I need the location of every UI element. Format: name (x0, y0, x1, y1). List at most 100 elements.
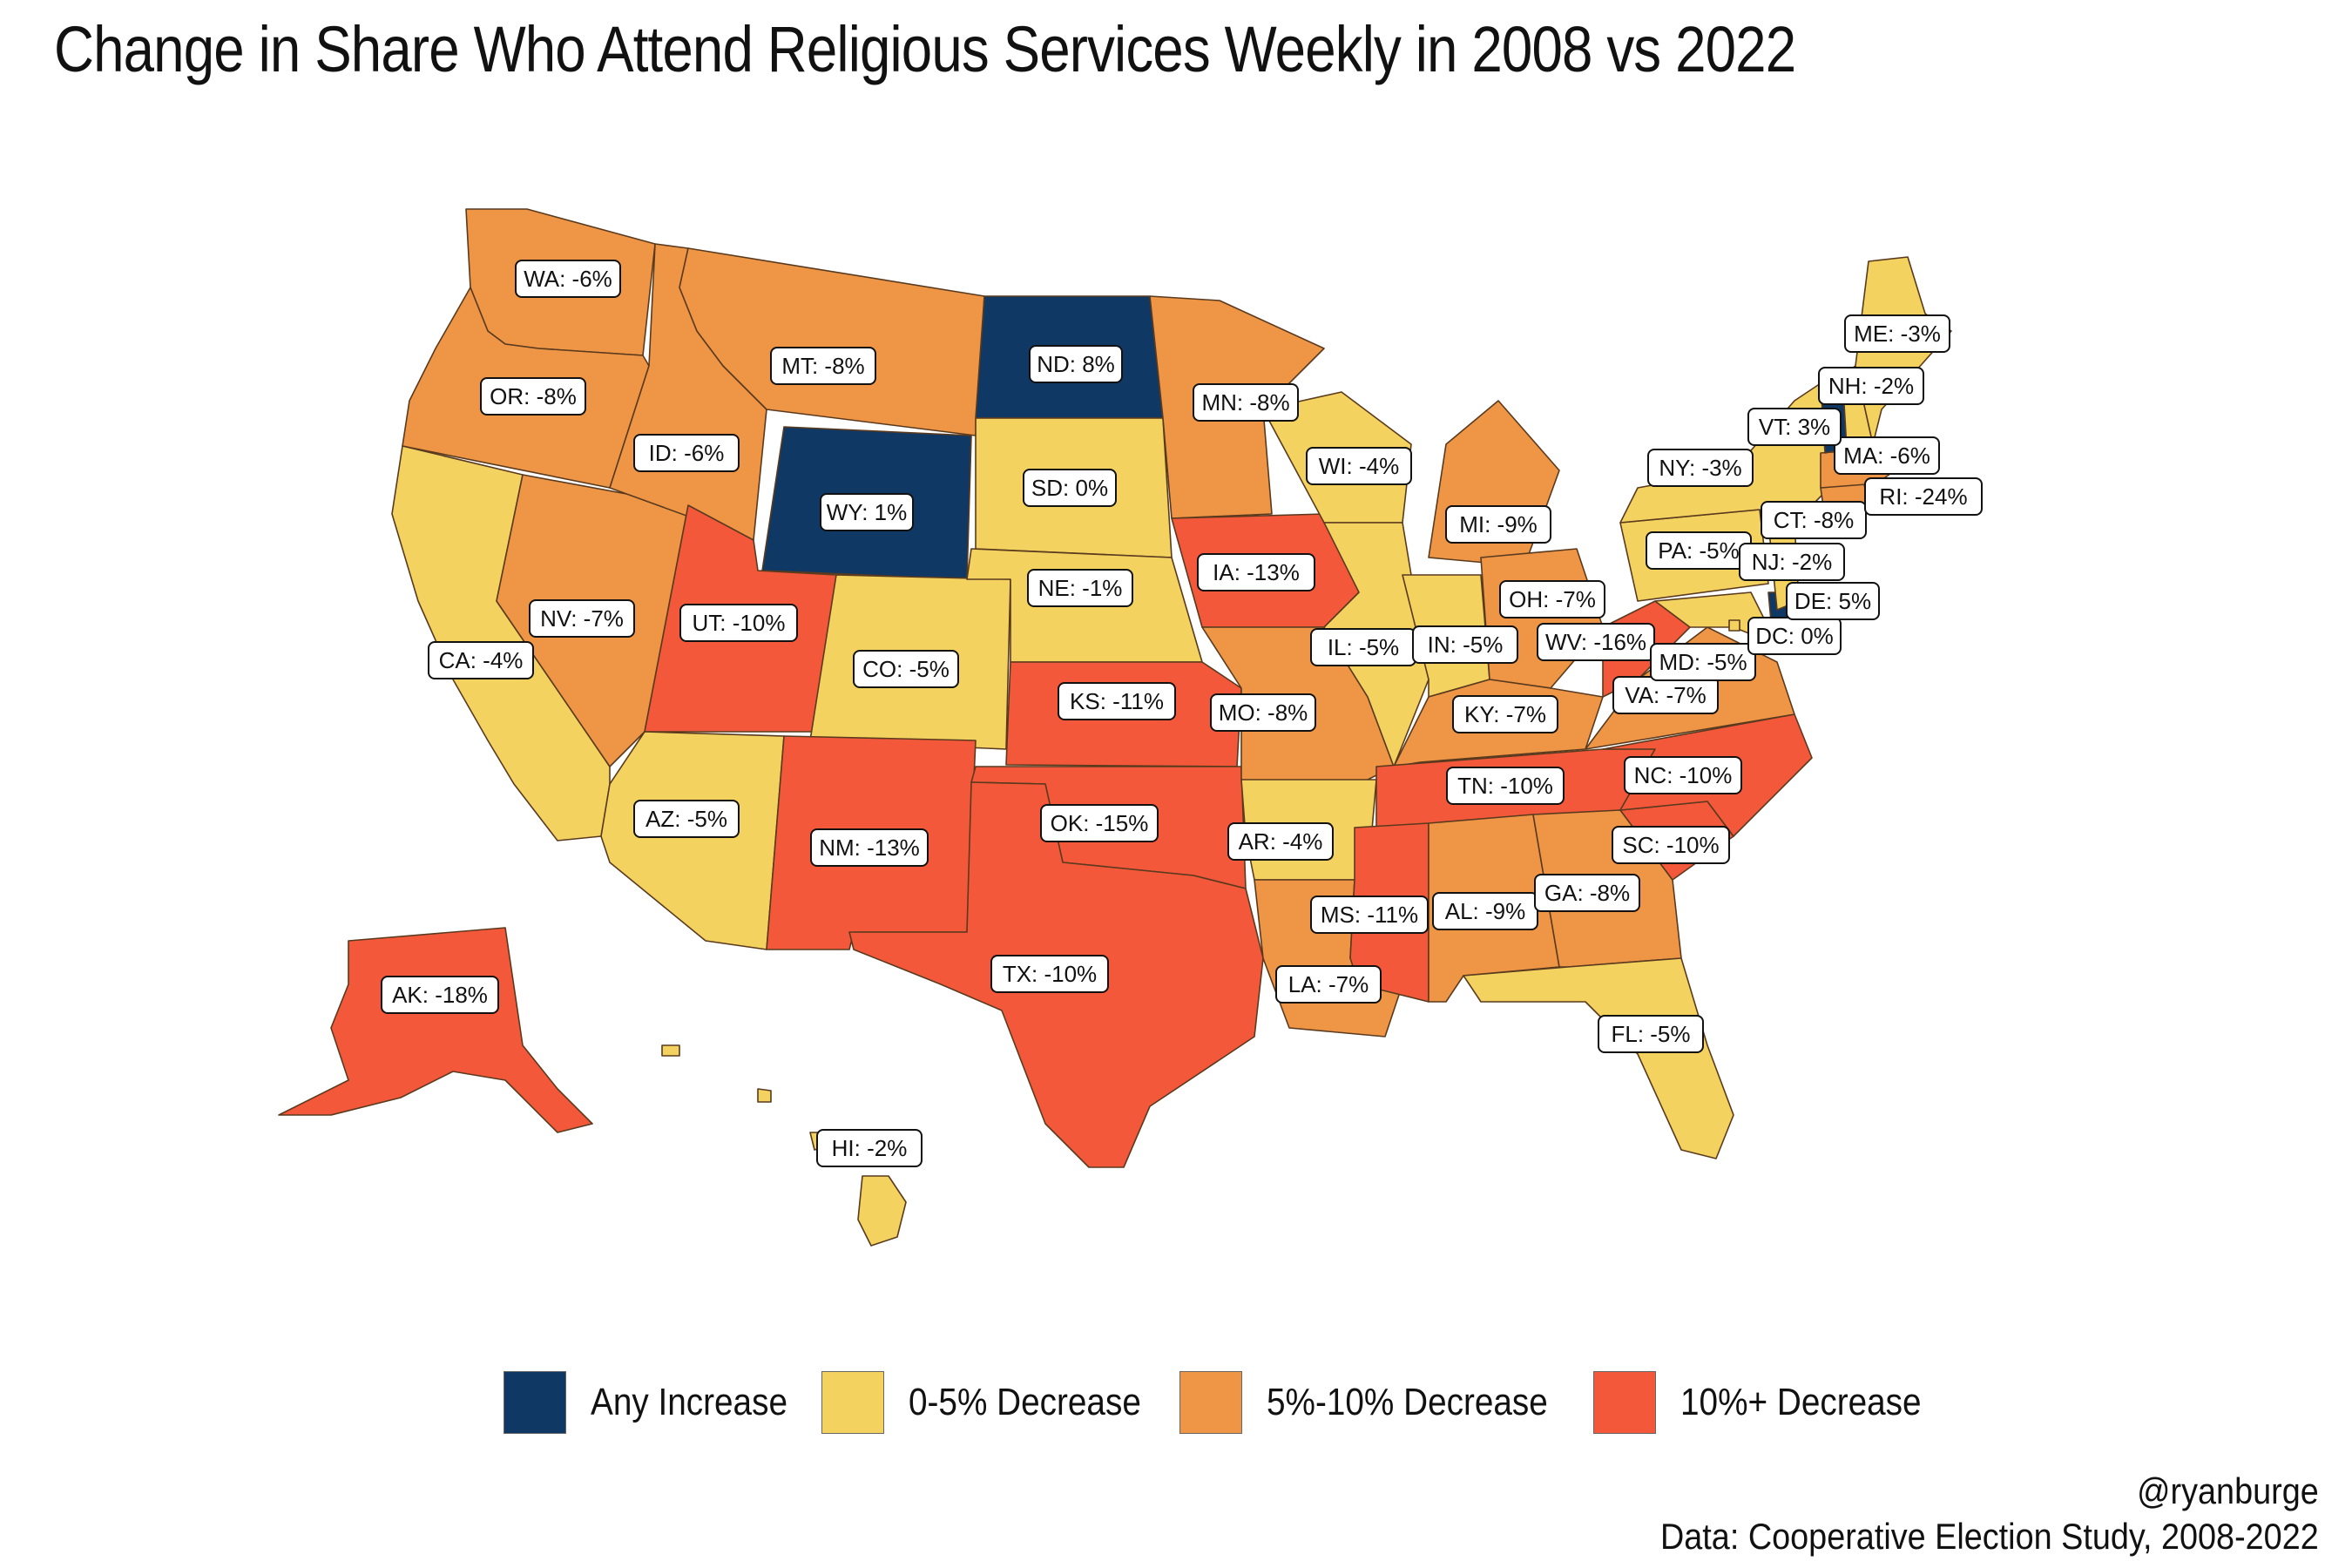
state-label-ny: NY: -3% (1647, 449, 1754, 487)
state-label-text-mi: MI: -9% (1459, 511, 1538, 537)
state-label-box-sc (1612, 826, 1730, 864)
state-label-box-ky (1452, 695, 1558, 733)
state-label-box-wy (820, 493, 914, 531)
state-label-box-ma (1834, 436, 1940, 475)
legend-label-increase: Any Increase (591, 1381, 787, 1423)
state-label-box-oh (1499, 580, 1605, 618)
state-label-tx: TX: -10% (990, 955, 1109, 993)
state-label-text-co: CO: -5% (862, 656, 950, 682)
state-label-wv: WV: -16% (1537, 623, 1655, 661)
state-label-text-mn: MN: -8% (1201, 389, 1289, 416)
state-label-box-nj (1739, 543, 1845, 581)
state-label-box-nv (529, 599, 635, 638)
state-label-text-az: AZ: -5% (645, 806, 727, 832)
state-label-text-nv: NV: -7% (540, 605, 624, 632)
state-label-ms: MS: -11% (1310, 896, 1429, 934)
state-label-box-nc (1624, 756, 1742, 794)
state-label-fl: FL: -5% (1598, 1015, 1704, 1053)
state-label-text-sd: SD: 0% (1031, 475, 1108, 501)
state-label-box-ar (1227, 822, 1334, 861)
state-label-ma: MA: -6% (1834, 436, 1940, 475)
state-label-id: ID: -6% (633, 434, 740, 472)
state-label-mi: MI: -9% (1445, 505, 1551, 544)
state-label-box-ut (679, 604, 798, 642)
state-label-text-nc: NC: -10% (1634, 762, 1733, 788)
state-label-ky: KY: -7% (1452, 695, 1558, 733)
state-label-vt: VT: 3% (1747, 408, 1842, 446)
state-az (600, 731, 785, 950)
state-label-nd: ND: 8% (1029, 345, 1123, 383)
state-label-text-ut: UT: -10% (693, 610, 786, 636)
state-label-ct: CT: -8% (1761, 501, 1867, 539)
legend-item-increase: Any Increase (504, 1371, 799, 1434)
state-label-nh: NH: -2% (1818, 367, 1924, 405)
state-label-box-al (1432, 892, 1538, 930)
legend-item-0-5: 0-5% Decrease (821, 1371, 1157, 1434)
state-label-ks: KS: -11% (1058, 682, 1176, 720)
state-label-box-mn (1193, 383, 1299, 422)
state-label-text-ky: KY: -7% (1464, 701, 1546, 727)
state-label-me: ME: -3% (1844, 314, 1950, 353)
state-label-text-nd: ND: 8% (1037, 351, 1115, 377)
state-label-text-nh: NH: -2% (1828, 373, 1914, 399)
state-label-ar: AR: -4% (1227, 822, 1334, 861)
state-label-in: IN: -5% (1412, 625, 1518, 664)
state-label-ut: UT: -10% (679, 604, 798, 642)
state-label-wy: WY: 1% (820, 493, 914, 531)
state-label-ak: AK: -18% (381, 976, 499, 1014)
state-fl (1463, 957, 1734, 1159)
state-label-box-ct (1761, 501, 1867, 539)
state-label-va: VA: -7% (1612, 676, 1719, 714)
legend-item-10-plus: 10%+ Decrease (1592, 1371, 1938, 1434)
state-label-box-id (633, 434, 740, 472)
state-label-nm: NM: -13% (810, 828, 929, 867)
chart-title: Change in Share Who Attend Religious Ser… (54, 13, 1796, 85)
legend-label-5-10: 5%-10% Decrease (1267, 1381, 1548, 1423)
state-label-box-ne (1027, 569, 1133, 607)
state-label-la: LA: -7% (1275, 965, 1382, 1004)
state-label-box-la (1275, 965, 1382, 1004)
credit: @ryanburge Data: Cooperative Election St… (1660, 1469, 2319, 1559)
state-label-box-md (1650, 643, 1756, 681)
state-label-pa: PA: -5% (1646, 531, 1752, 570)
state-label-box-de (1786, 582, 1880, 620)
state-label-text-wy: WY: 1% (827, 499, 907, 525)
state-label-sd: SD: 0% (1023, 469, 1117, 507)
state-label-de: DE: 5% (1786, 582, 1880, 620)
state-label-text-de: DE: 5% (1794, 588, 1871, 614)
state-label-box-hi (816, 1129, 923, 1167)
state-label-text-va: VA: -7% (1625, 682, 1706, 708)
state-label-ga: GA: -8% (1534, 874, 1640, 912)
state-label-text-il: IL: -5% (1328, 634, 1399, 660)
state-label-mo: MO: -8% (1210, 693, 1316, 732)
state-label-text-ms: MS: -11% (1321, 902, 1418, 928)
state-label-text-sc: SC: -10% (1622, 832, 1719, 858)
state-label-box-nd (1029, 345, 1123, 383)
state-label-text-ri: RI: -24% (1879, 483, 1967, 510)
state-label-text-wv: WV: -16% (1545, 629, 1646, 655)
state-label-box-mo (1210, 693, 1316, 732)
state-label-text-al: AL: -9% (1445, 898, 1526, 924)
state-label-text-vt: VT: 3% (1759, 414, 1830, 440)
state-label-text-ma: MA: -6% (1843, 443, 1930, 469)
state-label-az: AZ: -5% (633, 800, 740, 838)
state-label-sc: SC: -10% (1612, 826, 1730, 864)
state-label-box-vt (1747, 408, 1842, 446)
legend-swatch-10-plus (1592, 1371, 1656, 1434)
state-label-tn: TN: -10% (1446, 767, 1565, 805)
state-label-oh: OH: -7% (1499, 580, 1605, 618)
state-label-box-mt (770, 347, 876, 385)
state-ak (278, 927, 593, 1133)
state-dc (1728, 619, 1740, 632)
state-label-box-fl (1598, 1015, 1704, 1053)
state-label-text-ca: CA: -4% (439, 647, 524, 673)
state-label-text-oh: OH: -7% (1509, 586, 1596, 612)
state-label-text-pa: PA: -5% (1658, 537, 1739, 564)
state-label-text-ga: GA: -8% (1544, 880, 1630, 906)
state-label-text-ny: NY: -3% (1659, 455, 1741, 481)
state-label-ok: OK: -15% (1040, 804, 1159, 842)
state-label-text-ks: KS: -11% (1070, 688, 1164, 714)
state-label-box-wi (1306, 447, 1412, 485)
state-label-text-tx: TX: -10% (1003, 961, 1097, 987)
state-label-box-ga (1534, 874, 1640, 912)
